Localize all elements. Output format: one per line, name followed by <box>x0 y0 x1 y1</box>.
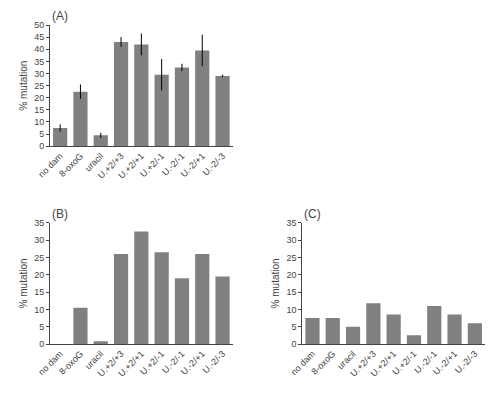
svg-text:U.-2/-1: U.-2/-1 <box>160 151 187 178</box>
svg-text:U.+2/-1: U.+2/-1 <box>390 349 418 377</box>
svg-text:% mutation: % mutation <box>18 61 29 111</box>
svg-text:5: 5 <box>291 322 296 332</box>
svg-text:20: 20 <box>34 93 44 103</box>
svg-text:10: 10 <box>34 305 44 315</box>
svg-text:8-oxoG: 8-oxoG <box>57 349 85 377</box>
svg-text:uracil: uracil <box>335 349 357 371</box>
svg-text:U.-2/+1: U.-2/+1 <box>179 349 207 377</box>
svg-text:U.+2/+3: U.+2/+3 <box>96 349 126 379</box>
svg-text:5: 5 <box>39 129 44 139</box>
svg-text:35: 35 <box>34 218 44 228</box>
svg-text:uracil: uracil <box>83 349 105 371</box>
svg-text:U.-2/-1: U.-2/-1 <box>412 349 439 376</box>
svg-text:(A): (A) <box>52 9 68 23</box>
svg-text:U.-2/-1: U.-2/-1 <box>160 349 187 376</box>
svg-text:U.+2/-1: U.+2/-1 <box>138 151 166 179</box>
svg-text:% mutation: % mutation <box>270 258 281 308</box>
svg-text:U.-2/-3: U.-2/-3 <box>201 151 228 178</box>
svg-text:U.+2/+1: U.+2/+1 <box>116 151 146 181</box>
svg-text:U.-2/-3: U.-2/-3 <box>453 349 480 376</box>
svg-text:25: 25 <box>34 81 44 91</box>
svg-text:30: 30 <box>34 235 44 245</box>
svg-text:no dam: no dam <box>36 349 64 377</box>
svg-text:U.+2/+3: U.+2/+3 <box>96 151 126 181</box>
svg-text:U.+2/-1: U.+2/-1 <box>138 349 166 377</box>
svg-text:no dam: no dam <box>289 349 317 377</box>
svg-text:0: 0 <box>39 339 44 349</box>
svg-text:U.-2/-3: U.-2/-3 <box>201 349 228 376</box>
svg-text:15: 15 <box>34 287 44 297</box>
svg-text:25: 25 <box>34 253 44 263</box>
svg-text:U.-2/+1: U.-2/+1 <box>179 151 207 179</box>
svg-text:10: 10 <box>34 117 44 127</box>
svg-text:50: 50 <box>34 20 44 30</box>
svg-text:35: 35 <box>34 57 44 67</box>
svg-text:40: 40 <box>34 44 44 54</box>
svg-text:U.+2/+1: U.+2/+1 <box>116 349 146 379</box>
svg-text:% mutation: % mutation <box>18 258 29 308</box>
svg-text:10: 10 <box>286 305 296 315</box>
svg-text:(C): (C) <box>304 207 321 221</box>
svg-text:20: 20 <box>286 270 296 280</box>
svg-text:45: 45 <box>34 32 44 42</box>
svg-text:20: 20 <box>34 270 44 280</box>
svg-text:15: 15 <box>34 105 44 115</box>
svg-text:8-oxoG: 8-oxoG <box>57 151 85 179</box>
svg-text:U.+2/+3: U.+2/+3 <box>348 349 378 379</box>
svg-text:no dam: no dam <box>36 151 64 179</box>
svg-text:15: 15 <box>286 287 296 297</box>
svg-text:5: 5 <box>39 322 44 332</box>
svg-text:8-oxoG: 8-oxoG <box>309 349 337 377</box>
svg-text:25: 25 <box>286 253 296 263</box>
svg-text:0: 0 <box>39 141 44 151</box>
svg-text:30: 30 <box>34 69 44 79</box>
svg-text:30: 30 <box>286 235 296 245</box>
svg-text:uracil: uracil <box>83 151 105 173</box>
svg-text:35: 35 <box>286 218 296 228</box>
svg-text:(B): (B) <box>52 207 68 221</box>
svg-text:0: 0 <box>291 339 296 349</box>
svg-text:U.-2/+1: U.-2/+1 <box>431 349 459 377</box>
svg-text:U.+2/+1: U.+2/+1 <box>369 349 399 379</box>
